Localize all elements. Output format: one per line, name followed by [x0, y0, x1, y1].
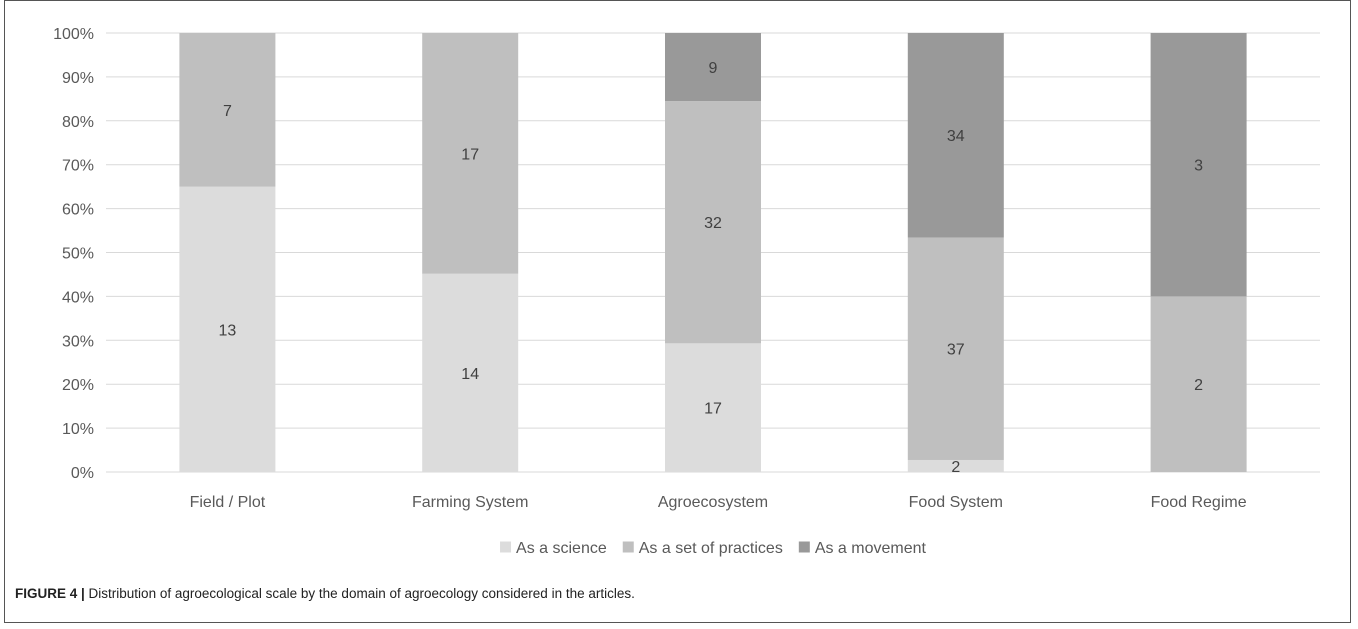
x-tick-label: Agroecosystem	[658, 494, 768, 511]
bar-segment	[907, 459, 1004, 472]
data-label: 3	[1194, 158, 1203, 175]
x-tick-label: Field / Plot	[190, 494, 266, 511]
y-tick-label: 0%	[71, 465, 94, 482]
y-axis-ticks: 0% 10% 20% 30% 40% 50% 60% 70% 80% 90% 100%	[53, 26, 94, 482]
bar-segment	[422, 273, 519, 472]
bar-segment	[179, 33, 276, 187]
legend-swatch	[798, 541, 810, 553]
data-label: 13	[219, 322, 237, 339]
data-label: 17	[461, 146, 479, 163]
y-tick-label: 90%	[62, 70, 94, 87]
bar-segment	[665, 101, 761, 344]
y-tick-label: 40%	[62, 289, 94, 306]
x-tick-label: Food Regime	[1151, 494, 1247, 511]
figure-label: FIGURE 4 |	[15, 586, 85, 601]
legend-label: As a movement	[815, 540, 927, 557]
figure-caption: FIGURE 4 | Distribution of agroecologica…	[15, 586, 635, 601]
x-tick-label: Food System	[909, 494, 1003, 511]
y-tick-label: 10%	[62, 421, 94, 438]
y-tick-label: 30%	[62, 333, 94, 350]
bar-segment	[1150, 33, 1247, 297]
data-label: 2	[1194, 377, 1203, 394]
x-tick-label: Farming System	[412, 494, 528, 511]
data-label: 9	[709, 60, 718, 77]
y-tick-label: 80%	[62, 114, 94, 131]
legend: As a science As a set of practices As a mo…	[500, 540, 927, 557]
data-label: 34	[947, 128, 965, 145]
data-label: 32	[704, 215, 722, 232]
bar-segment	[665, 343, 761, 472]
bar-segment	[1150, 296, 1247, 472]
y-tick-label: 100%	[53, 26, 94, 43]
legend-swatch	[500, 541, 512, 553]
data-label: 2	[951, 459, 960, 476]
bar-segment	[179, 186, 276, 472]
data-labels: 13 7 14 17 17 32 9 2 37 34 2 3	[219, 60, 1204, 476]
data-label: 14	[461, 366, 479, 383]
legend-label: As a set of practices	[639, 540, 783, 557]
bar-segment	[907, 237, 1004, 460]
y-tick-label: 60%	[62, 202, 94, 219]
data-label: 37	[947, 342, 965, 359]
data-label: 7	[223, 103, 232, 120]
data-label: 17	[704, 401, 722, 418]
legend-swatch	[622, 541, 634, 553]
legend-label: As a science	[516, 540, 607, 557]
y-tick-label: 70%	[62, 158, 94, 175]
y-tick-label: 50%	[62, 246, 94, 263]
bar-segment	[907, 33, 1004, 238]
y-tick-label: 20%	[62, 377, 94, 394]
caption-text: Distribution of agroecological scale by …	[84, 586, 635, 601]
bars	[179, 33, 1247, 472]
bar-segment	[422, 33, 519, 274]
bar-segment	[665, 33, 761, 102]
x-axis-ticks: Field / Plot Farming System Agroecosystem F…	[190, 494, 1247, 511]
